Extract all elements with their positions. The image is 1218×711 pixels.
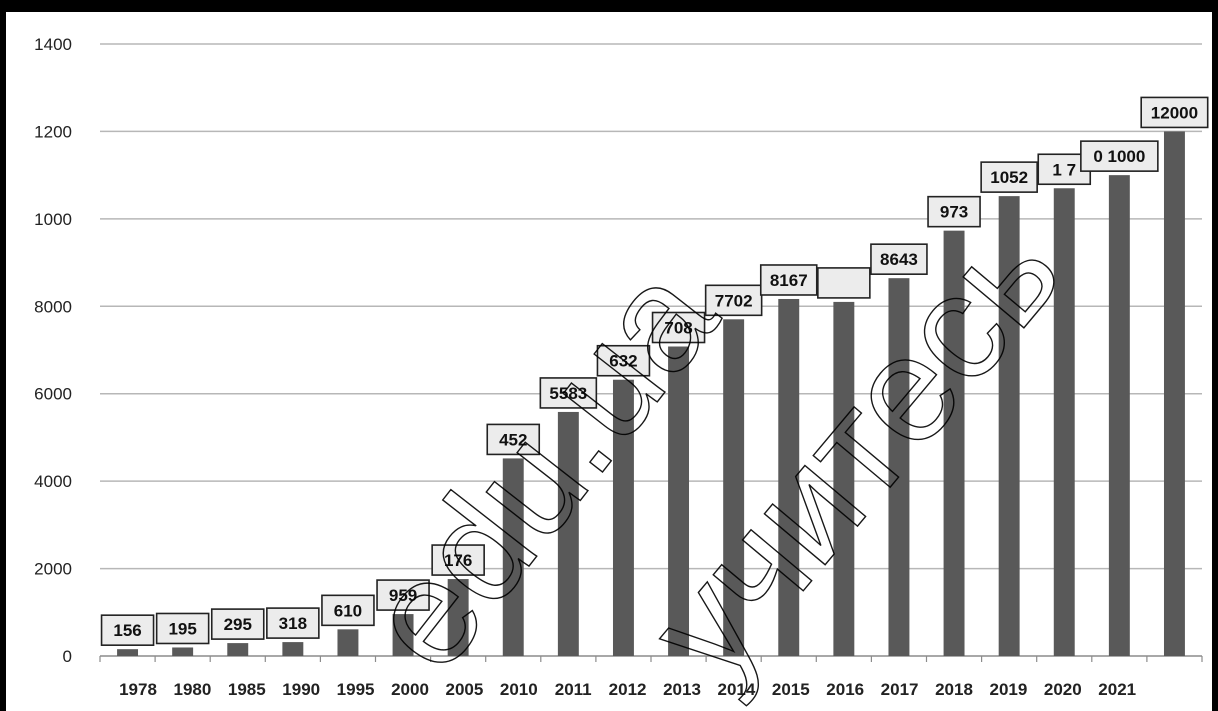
bar [612, 379, 634, 656]
bar [117, 649, 139, 656]
bar [723, 319, 745, 656]
x-tick-label: 2019 [989, 680, 1027, 699]
data-label: 8643 [880, 250, 918, 269]
data-label-box [817, 267, 871, 299]
data-label-box [539, 377, 598, 409]
x-tick-label: 1990 [282, 680, 320, 699]
data-label: 5583 [549, 384, 587, 403]
x-tick-label: 2005 [445, 680, 483, 699]
data-label: 708 [664, 319, 692, 338]
data-label: 973 [940, 203, 968, 222]
data-labels: 156 195 295 318 610 959 176 452 5583 632 708 7702 81… [100, 96, 1209, 646]
watermark: edu.ua учитесь [332, 188, 1093, 711]
data-label: 195 [168, 619, 196, 638]
data-label: 8167 [770, 271, 808, 290]
bar [557, 411, 579, 656]
data-label-box [927, 195, 981, 228]
y-tick-label: 1200 [34, 122, 72, 141]
bar [502, 458, 524, 656]
data-label: 295 [224, 615, 252, 634]
bar [888, 278, 910, 656]
bar [337, 629, 359, 656]
data-label-box [704, 284, 763, 317]
bar [172, 647, 194, 656]
bar [1053, 188, 1075, 656]
data-label-box [486, 423, 541, 456]
bar [447, 579, 469, 656]
data-label: 318 [279, 614, 307, 633]
data-label: 12000 [1151, 103, 1198, 122]
data-label: 632 [609, 352, 637, 371]
x-tick-label: 2018 [935, 680, 973, 699]
data-label-box [210, 608, 265, 640]
data-label-box [759, 264, 818, 296]
y-tick-label: 0 [63, 647, 72, 666]
bar [833, 301, 855, 656]
y-tick-label: 1400 [34, 35, 72, 54]
bar [998, 196, 1020, 656]
data-label: 610 [334, 601, 362, 620]
x-tick-label: 2020 [1044, 680, 1082, 699]
x-tick-label: 2010 [500, 680, 538, 699]
data-label: 0 1000 [1093, 147, 1145, 166]
bar [778, 298, 800, 656]
data-label-box [155, 612, 210, 645]
x-tick-label: 2014 [717, 680, 755, 699]
y-tick-label: 8000 [34, 297, 72, 316]
x-tick-label: 2011 [555, 680, 592, 699]
data-label-box [596, 344, 651, 377]
bars [117, 131, 1185, 656]
x-tick-label: 2012 [609, 680, 647, 699]
data-label: 959 [389, 586, 417, 605]
data-label-box [1140, 96, 1209, 129]
data-label-box [1080, 140, 1159, 172]
data-label-box [870, 243, 928, 275]
data-label-box [376, 579, 430, 611]
x-tick-label: 2017 [881, 680, 919, 699]
bar [1108, 175, 1130, 656]
data-label: 1 7 [1052, 160, 1076, 179]
bar [227, 643, 249, 656]
x-tick-label: 2021 [1098, 680, 1136, 699]
x-tick-label: 1985 [228, 680, 266, 699]
x-tick-label: 2016 [826, 680, 864, 699]
bar [943, 230, 965, 656]
data-label-box [431, 544, 485, 576]
y-tick-label: 2000 [34, 560, 72, 579]
y-tick-label: 1000 [34, 210, 72, 229]
data-label-box [321, 594, 375, 627]
data-label-box [651, 311, 706, 344]
y-tick-label: 4000 [34, 472, 72, 491]
x-tick-label: 1995 [337, 680, 375, 699]
y-tick-label: 6000 [34, 385, 72, 404]
x-tick-label: 2013 [663, 680, 701, 699]
bar [668, 346, 690, 656]
data-label: 452 [499, 430, 527, 449]
bar [392, 614, 414, 656]
x-tick-label: 2000 [391, 680, 429, 699]
data-label-box [980, 161, 1038, 193]
bar [282, 642, 304, 656]
bar [1163, 131, 1185, 656]
data-label: 7702 [715, 291, 753, 310]
data-label: 176 [444, 551, 472, 570]
data-label-box [266, 607, 320, 639]
x-tick-label: 1978 [119, 680, 157, 699]
data-label-box [100, 614, 155, 646]
data-label: 1052 [990, 168, 1028, 187]
data-label: 156 [113, 621, 141, 640]
x-tick-label: 2015 [772, 680, 810, 699]
x-tick-label: 1980 [173, 680, 211, 699]
